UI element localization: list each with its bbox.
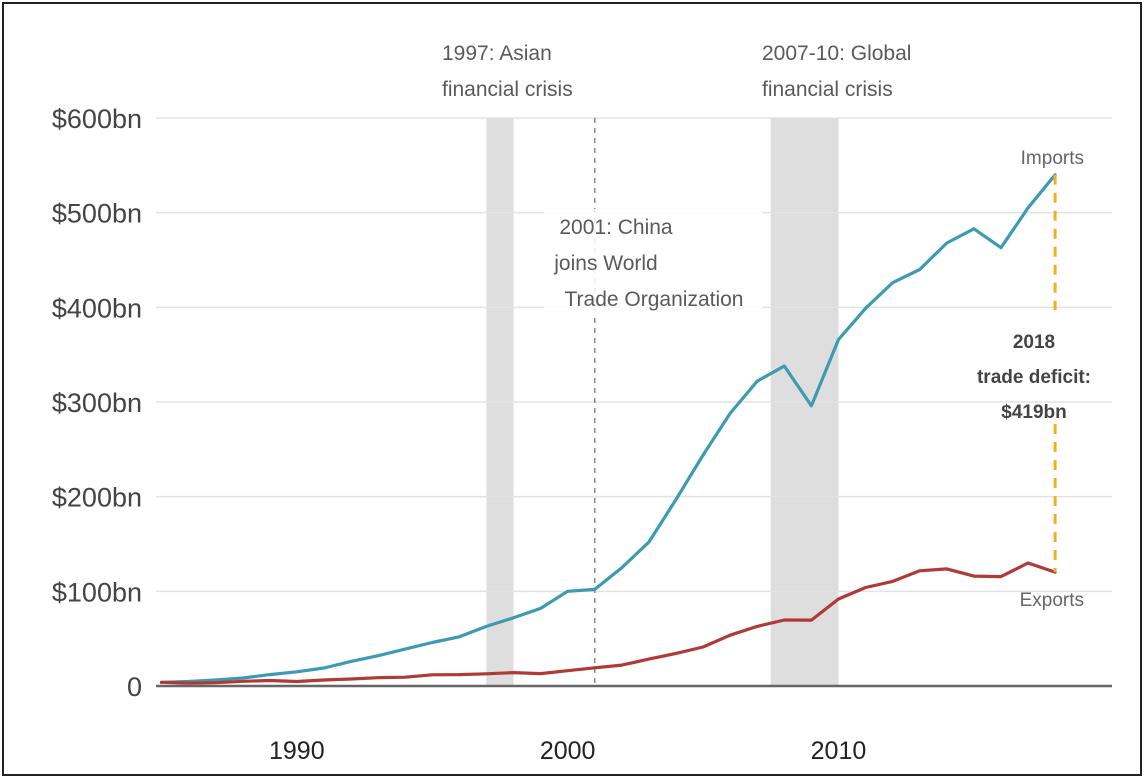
x-tick-label: 2000 (540, 737, 596, 765)
deficit-annotation: trade deficit: (977, 367, 1091, 388)
exports-label: Exports (1020, 590, 1084, 611)
asian-crisis-annotation: 1997: Asian (442, 42, 552, 65)
deficit-annotation: $419bn (1001, 402, 1066, 423)
trade-chart: 0 $100bn $200bn $300bn $400bn $500bn $600bn 199… (52, 42, 1112, 765)
y-tick-label: $400bn (52, 293, 142, 323)
y-tick-label: $200bn (52, 483, 142, 513)
asian-crisis-annotation: financial crisis (442, 78, 573, 101)
chart-text: 0 $100bn $200bn $300bn $400bn $500bn $600bn 199… (52, 42, 1091, 765)
wto-annotation: joins World (553, 252, 657, 275)
x-tick-label: 2010 (811, 737, 867, 765)
wto-annotation: 2001: China (559, 216, 673, 239)
y-tick-label: $600bn (52, 104, 142, 134)
exports-line (159, 561, 1057, 685)
wto-annotation-backing (544, 209, 762, 317)
series-lines (159, 173, 1057, 685)
imports-line (159, 173, 1057, 684)
global-crisis-annotation: 2007-10: Global (762, 42, 911, 65)
gridlines (156, 117, 1112, 688)
y-tick-label: $100bn (52, 577, 142, 607)
wto-annotation: Trade Organization (565, 288, 744, 311)
imports-label: Imports (1021, 148, 1084, 169)
x-tick-label: 1990 (269, 737, 325, 765)
deficit-annotation: 2018 (1013, 332, 1055, 353)
y-tick-label: $300bn (52, 388, 142, 418)
y-tick-label: 0 (127, 672, 142, 702)
global-crisis-annotation: financial crisis (762, 78, 893, 101)
y-tick-label: $500bn (52, 199, 142, 229)
